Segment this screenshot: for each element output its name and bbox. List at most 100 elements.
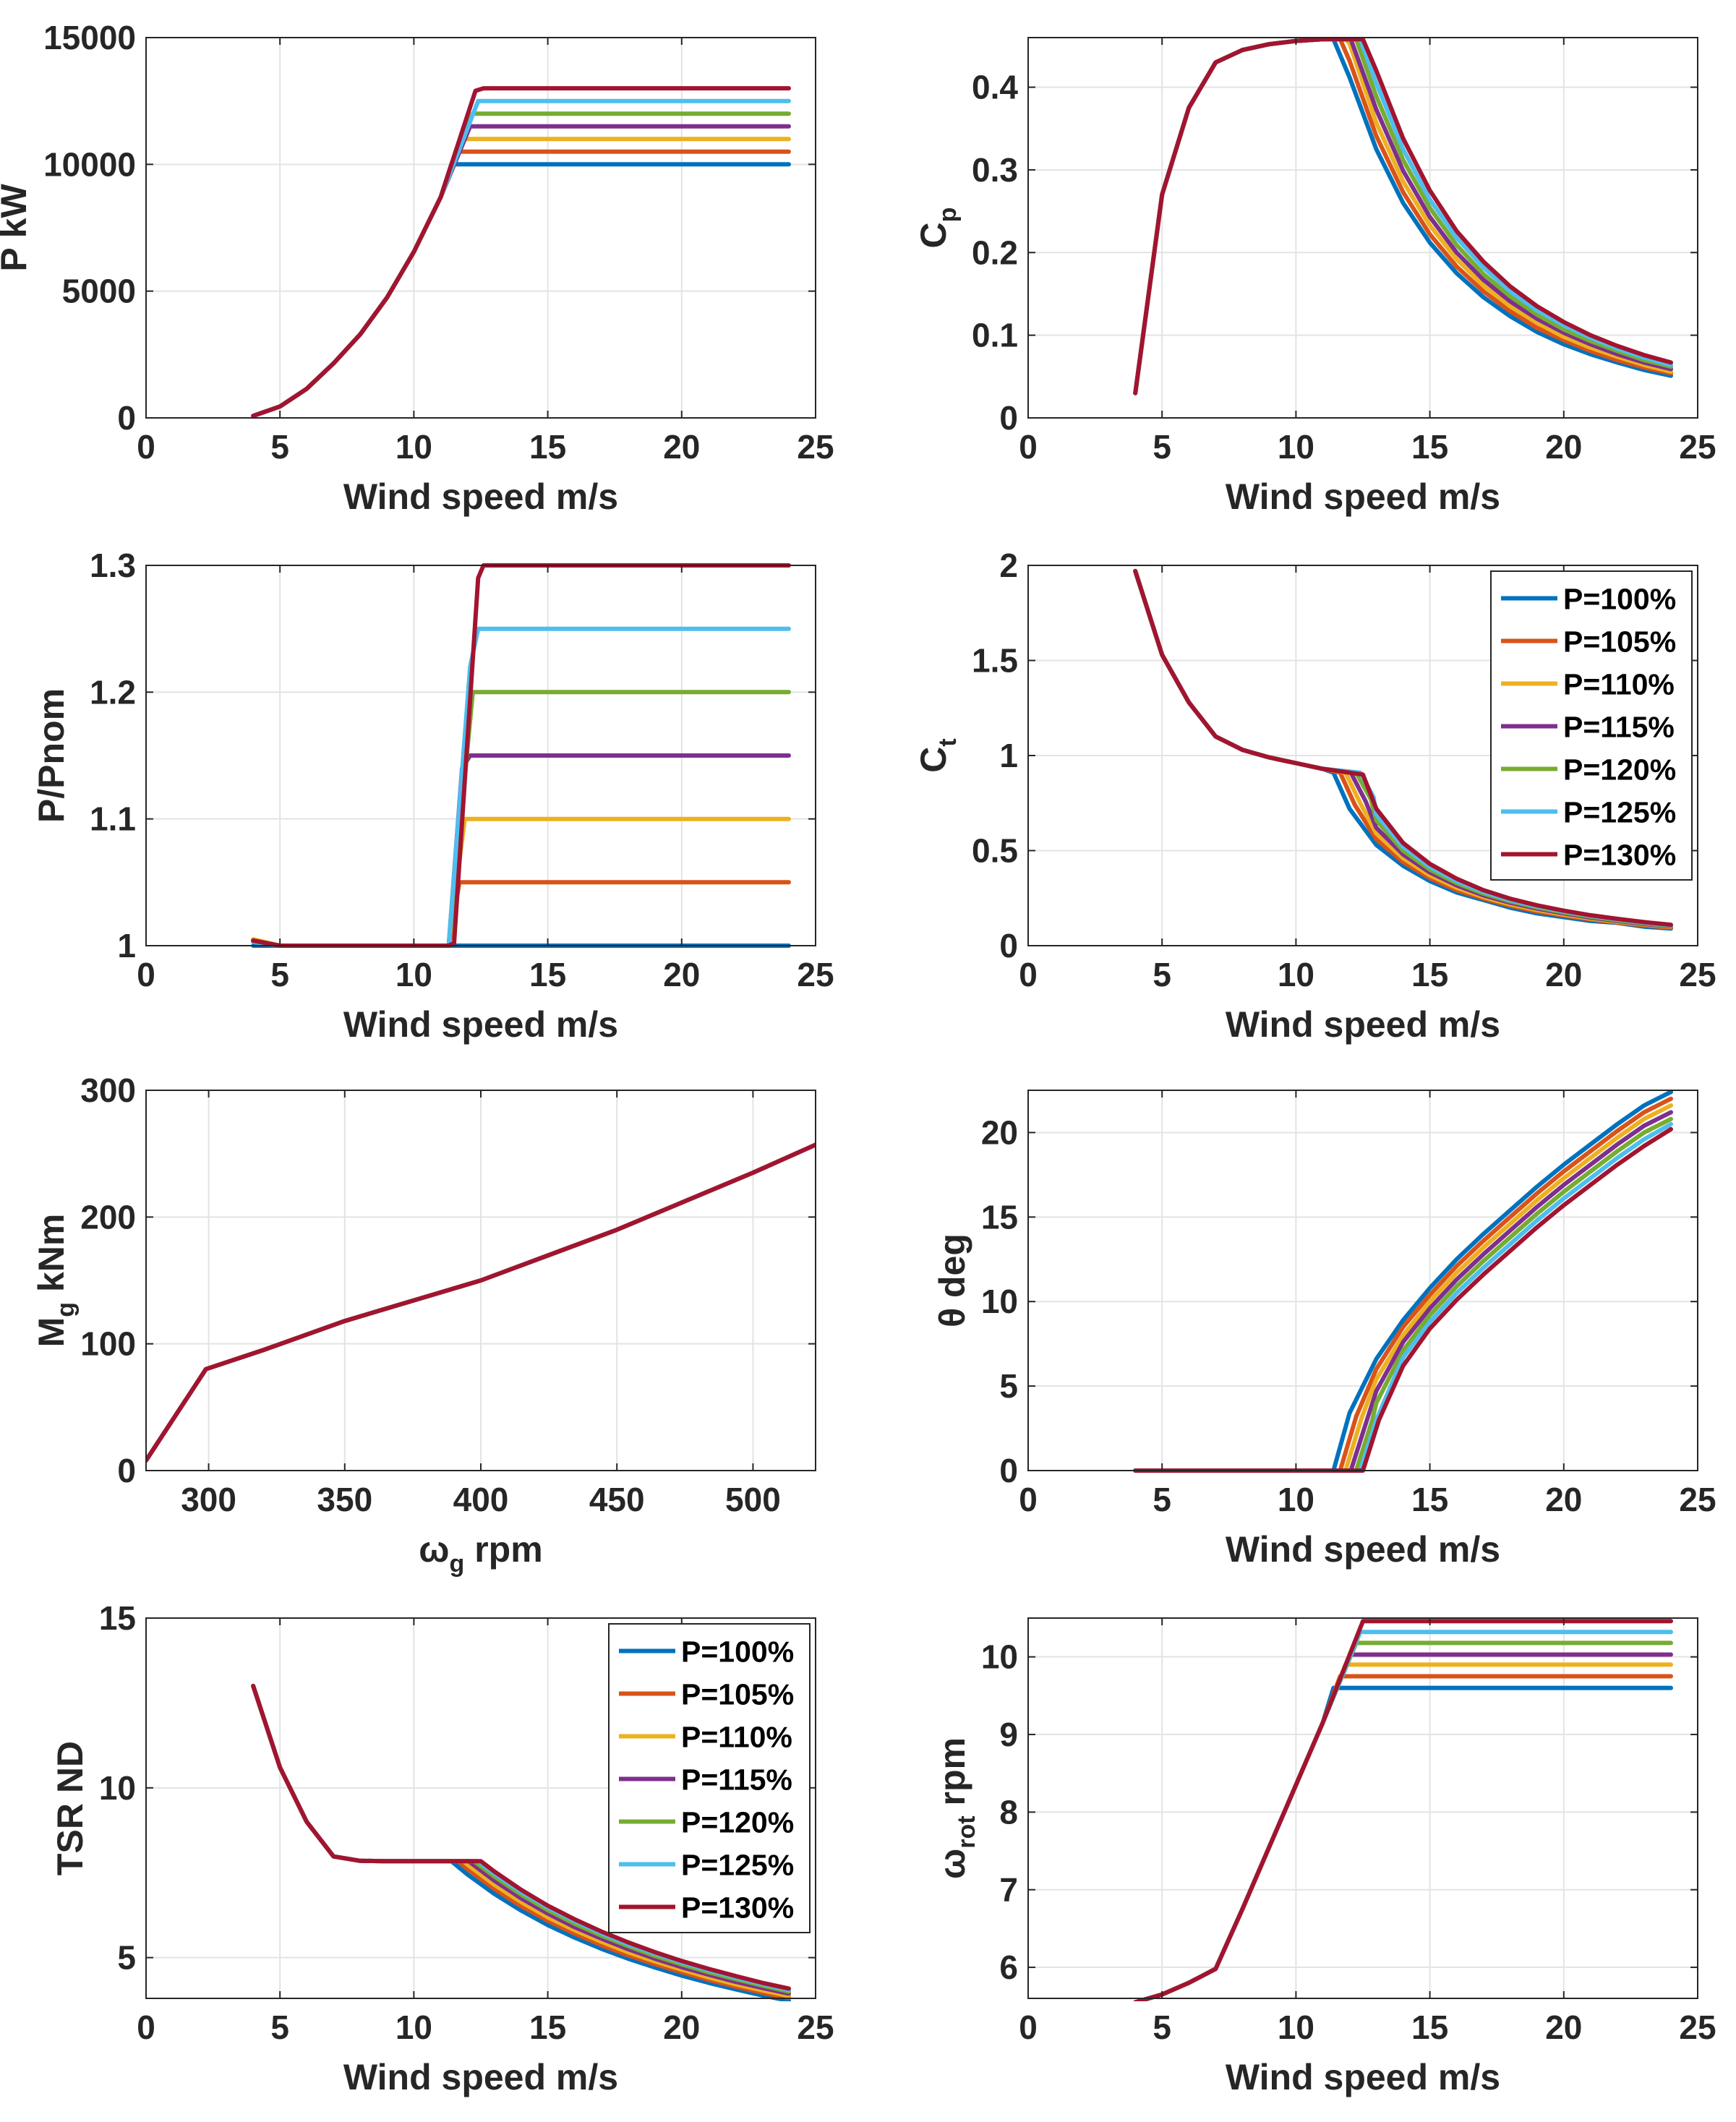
series-line-p110 xyxy=(1133,1103,1673,1473)
series-group xyxy=(1133,1090,1673,1473)
series-line-p120 xyxy=(1133,1116,1673,1473)
x-tick-label: 10 xyxy=(1278,2008,1314,2046)
y-tick-label: 20 xyxy=(981,1113,1018,1151)
x-tick-label: 15 xyxy=(529,428,566,466)
legend-label: P=125% xyxy=(1563,796,1676,829)
legend-entry: P=125% xyxy=(1501,796,1676,829)
y-axis-label-tail: rpm xyxy=(932,1737,972,1815)
x-axis-label: Wind speed m/s xyxy=(343,2057,618,2097)
x-tick-label: 25 xyxy=(1679,428,1716,466)
x-tick-label: 0 xyxy=(137,956,155,993)
legend-entry: P=105% xyxy=(1501,625,1676,659)
x-axis-label: Wind speed m/s xyxy=(1226,1004,1500,1045)
x-tick-label: 5 xyxy=(1153,1481,1171,1518)
chart-ct: 0 5 10 15 20 25 0 0.5 1 1.5 2 Wind speed m/s Ct P=100… xyxy=(913,547,1716,1045)
legend-entry: P=115% xyxy=(619,1763,792,1797)
x-axis-label: ωg rpm xyxy=(419,1529,542,1578)
x-tick-label: 300 xyxy=(181,1481,236,1518)
x-tick-label: 10 xyxy=(395,2008,432,2046)
y-tick-label: 15 xyxy=(99,1599,136,1637)
y-axis-label-sub: t xyxy=(934,738,962,746)
x-tick-label: 450 xyxy=(589,1481,645,1518)
legend-entry: P=100% xyxy=(1501,583,1676,616)
y-tick-label: 0 xyxy=(999,927,1018,964)
x-tick-label: 20 xyxy=(663,428,700,466)
legend-label: P=120% xyxy=(681,1806,794,1839)
x-axis-label: Wind speed m/s xyxy=(343,476,618,517)
y-axis-label: TSR ND xyxy=(50,1741,90,1875)
series-group xyxy=(146,1142,816,1463)
series-line-p130 xyxy=(251,1683,791,1991)
series-line-p115 xyxy=(1133,1110,1673,1473)
x-tick-label: 20 xyxy=(663,2008,700,2046)
y-axis-label-main: TSR ND xyxy=(50,1741,90,1875)
y-axis-label-sub: rot xyxy=(953,1815,980,1848)
legend-entry: P=110% xyxy=(1501,668,1675,701)
axes-box xyxy=(145,565,816,946)
y-axis-label: P kW xyxy=(0,184,34,272)
series-line-p130 xyxy=(1133,1126,1673,1473)
x-tick-label: 15 xyxy=(1411,2008,1448,2046)
x-tick-label: 25 xyxy=(797,2008,834,2046)
x-tick-label: 0 xyxy=(137,2008,155,2046)
y-tick-label: 1.2 xyxy=(90,673,136,711)
legend-label: P=100% xyxy=(681,1635,794,1669)
y-tick-label: 0 xyxy=(117,399,136,437)
series-line-p105 xyxy=(1133,1096,1673,1473)
y-tick-label: 10 xyxy=(981,1283,1018,1320)
y-tick-label: 200 xyxy=(80,1198,136,1236)
y-axis-label: Ct xyxy=(913,738,962,772)
y-axis-label-sub: g xyxy=(52,1302,80,1317)
x-tick-label: 5 xyxy=(1153,956,1171,993)
axes-box xyxy=(145,37,816,419)
series-group xyxy=(251,86,791,419)
x-tick-label: 10 xyxy=(1278,956,1314,993)
legend-label: P=105% xyxy=(681,1678,794,1711)
y-tick-label: 7 xyxy=(999,1871,1018,1909)
y-tick-label: 15 xyxy=(981,1198,1018,1236)
y-axis-label: θ deg xyxy=(932,1233,972,1327)
series-line-p125 xyxy=(1133,1121,1673,1473)
x-tick-label: 20 xyxy=(1545,428,1582,466)
series-group xyxy=(1133,1619,1673,2001)
x-tick-label: 20 xyxy=(1545,1481,1582,1518)
y-axis-label-main: P/Pnom xyxy=(31,688,72,823)
y-tick-label: 8 xyxy=(999,1793,1018,1831)
y-tick-label: 1 xyxy=(117,927,136,964)
x-tick-label: 0 xyxy=(1019,2008,1038,2046)
y-tick-label: 10 xyxy=(99,1769,136,1807)
series-line-p130 xyxy=(1133,1619,1673,2001)
x-tick-label: 350 xyxy=(317,1481,372,1518)
x-tick-label: 0 xyxy=(137,428,155,466)
y-tick-label: 6 xyxy=(999,1948,1018,1986)
legend-entry: P=100% xyxy=(619,1635,794,1669)
x-tick-label: 0 xyxy=(1019,956,1038,993)
legend-label: P=105% xyxy=(1563,625,1676,659)
legend-label: P=110% xyxy=(1563,668,1675,701)
y-tick-label: 1.1 xyxy=(90,800,136,838)
plot-area xyxy=(1028,1618,1698,1998)
legend: P=100% P=105% P=110% P=115% P=120% P=125% P=13… xyxy=(608,1623,811,1933)
y-axis-label-main: P kW xyxy=(0,184,34,272)
x-tick-label: 15 xyxy=(529,956,566,993)
legend-entry: P=130% xyxy=(1501,839,1676,872)
y-tick-label: 10 xyxy=(981,1638,1018,1676)
legend-label: P=125% xyxy=(681,1849,794,1882)
chart-pitch: 0 5 10 15 20 25 0 5 10 15 20 Wind speed m/s θ deg xyxy=(932,1090,1716,1570)
series-group xyxy=(1133,37,1673,395)
x-tick-label: 500 xyxy=(725,1481,781,1518)
y-tick-label: 0.2 xyxy=(972,234,1018,271)
series-group xyxy=(1133,568,1673,931)
y-axis-label: Mg kNm xyxy=(31,1214,80,1348)
x-axis-label-sub: g xyxy=(450,1550,465,1578)
y-axis-label-main: θ xyxy=(932,1308,972,1327)
y-axis-label-main: C xyxy=(913,747,954,773)
chart-pnom: 0 5 10 15 20 25 1 1.1 1.2 1.3 Wind speed m/s P/Pnom xyxy=(31,547,834,1045)
x-axis-label: Wind speed m/s xyxy=(1226,476,1500,517)
x-axis-label: Wind speed m/s xyxy=(1226,2057,1500,2097)
x-tick-label: 15 xyxy=(529,2008,566,2046)
x-axis-label-tail: rpm xyxy=(464,1529,542,1570)
series-line-p130 xyxy=(1133,37,1673,395)
y-axis-label-main: ω xyxy=(932,1849,972,1879)
